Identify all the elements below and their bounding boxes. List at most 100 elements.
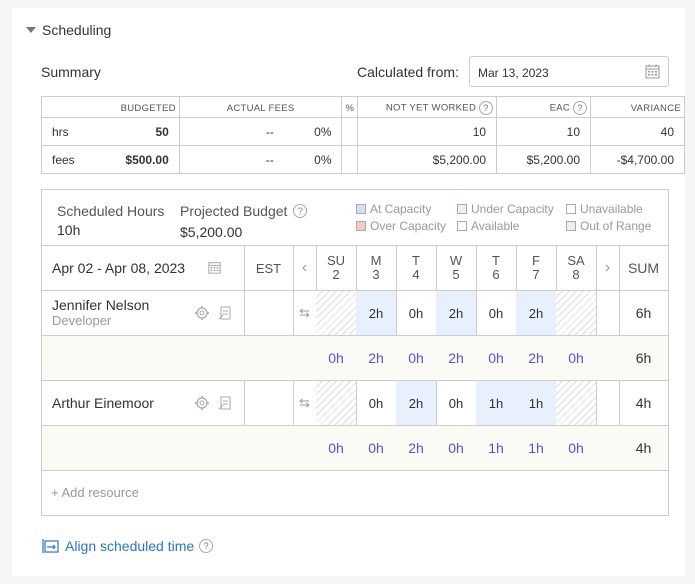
legend-label: Over Capacity: [370, 219, 447, 233]
next-week-chevron-icon[interactable]: ›: [604, 259, 611, 276]
divider: [596, 291, 597, 335]
day-of-week: M: [370, 253, 382, 268]
legend-label: Available: [471, 219, 520, 233]
eac-header: EAC: [549, 102, 571, 114]
timesheet-icon[interactable]: [218, 395, 234, 411]
hour-cell[interactable]: [316, 381, 356, 425]
divider: [244, 246, 245, 290]
calculated-from-label: Calculated from:: [357, 64, 459, 80]
date-input-value: Mar 13, 2023: [478, 66, 549, 80]
swatch: [566, 221, 576, 231]
help-icon[interactable]: ?: [199, 539, 214, 553]
legend-label: Under Capacity: [471, 202, 554, 216]
hour-cell[interactable]: 1h: [516, 381, 556, 425]
swatch: [566, 204, 576, 214]
divider: [476, 246, 477, 290]
table-row: hrs 50 -- 0% 10 10 40: [41, 117, 685, 146]
col-percent: %: [341, 96, 359, 118]
summary-label: Summary: [41, 64, 101, 80]
divider: [619, 291, 620, 335]
day-of-week: SA: [567, 253, 585, 268]
projected-budget-value: $5,200.00: [180, 224, 243, 240]
hour-cell[interactable]: 1h: [476, 381, 516, 425]
budgeted-value: $500.00: [125, 153, 169, 167]
totals-sum: 6h: [635, 350, 652, 366]
day-of-week: F: [532, 253, 540, 268]
row-label-cell: fees $500.00: [41, 145, 180, 174]
timezone-label: EST: [255, 260, 282, 276]
sum-header: SUM: [627, 260, 660, 276]
day-of-week: W: [449, 253, 463, 268]
calculated-from-date-input[interactable]: Mar 13, 2023: [469, 56, 669, 87]
total-cell: 0h: [368, 440, 384, 456]
divider: [556, 246, 557, 290]
hour-cell[interactable]: 0h: [448, 395, 464, 411]
total-cell: 2h: [448, 350, 464, 366]
total-cell: 0h: [488, 350, 504, 366]
divider: [436, 246, 437, 290]
swap-arrows-icon[interactable]: ⇆: [299, 395, 310, 410]
legend-available: Available: [457, 219, 519, 233]
hour-cell[interactable]: 0h: [408, 305, 424, 321]
swap-arrows-icon[interactable]: ⇆: [299, 305, 310, 320]
total-cell: 2h: [528, 350, 544, 366]
resource-row: Jennifer Nelson Developer ⇆ 2h 0h 2h 0h 2h 6…: [42, 290, 668, 335]
total-cell: 0h: [328, 440, 344, 456]
hour-cell[interactable]: 2h: [356, 291, 396, 335]
day-number: 5: [452, 267, 460, 282]
not-yet-worked-header: NOT YET WORKED: [385, 102, 477, 114]
add-resource-button[interactable]: + Add resource: [51, 485, 139, 500]
day-number: 3: [372, 267, 380, 282]
calendar-icon[interactable]: [208, 261, 221, 274]
resource-name-cell[interactable]: Arthur Einemoor: [42, 381, 244, 425]
divider: [596, 246, 597, 290]
date-range-label: Apr 02 - Apr 08, 2023: [52, 260, 186, 276]
legend-label: At Capacity: [370, 202, 432, 216]
total-cell: 0h: [568, 440, 584, 456]
prev-week-chevron-icon[interactable]: ‹: [301, 259, 308, 276]
gear-icon[interactable]: [194, 305, 210, 321]
date-range-picker[interactable]: Apr 02 - Apr 08, 2023: [42, 246, 244, 290]
resource-role: Developer: [52, 313, 112, 328]
resource-sum: 6h: [635, 305, 652, 321]
hour-cell[interactable]: 2h: [516, 291, 556, 335]
collapse-caret-icon: [26, 27, 36, 33]
hour-cell[interactable]: 0h: [488, 305, 504, 321]
hour-cell[interactable]: [556, 291, 596, 335]
calendar-icon[interactable]: [645, 64, 660, 79]
variance-value: -$4,700.00: [590, 145, 685, 174]
budgeted-value: 50: [155, 125, 169, 139]
hour-cell[interactable]: 2h: [396, 381, 436, 425]
day-header: SU 2: [316, 246, 356, 290]
col-actual-fees: ACTUAL FEES: [178, 96, 343, 118]
help-icon[interactable]: ?: [573, 101, 587, 115]
hour-cell[interactable]: 2h: [436, 291, 476, 335]
help-icon[interactable]: ?: [293, 204, 308, 218]
resource-name-cell[interactable]: Jennifer Nelson Developer: [42, 291, 244, 335]
eac-value: $5,200.00: [496, 145, 591, 174]
help-icon[interactable]: ?: [479, 101, 494, 115]
spacer-cell: [341, 117, 359, 146]
gear-icon[interactable]: [194, 395, 210, 411]
legend-label: Unavailable: [580, 202, 643, 216]
scheduling-section-toggle[interactable]: Scheduling: [26, 22, 111, 38]
divider: [244, 291, 245, 335]
scheduling-panel: Scheduling Summary Calculated from: Mar …: [12, 8, 685, 576]
timesheet-icon[interactable]: [218, 305, 234, 321]
grid-header-row: Apr 02 - Apr 08, 2023 EST ‹ SU 2 M 3 T 4 W 5 T 6 F…: [42, 245, 668, 290]
total-cell: 0h: [448, 440, 464, 456]
align-scheduled-time-label: Align scheduled time: [65, 538, 195, 554]
row-label: fees: [52, 153, 75, 167]
hour-cell[interactable]: [316, 291, 356, 335]
divider: [516, 246, 517, 290]
align-scheduled-time-link[interactable]: Align scheduled time ?: [42, 538, 214, 554]
legend-under-capacity: Under Capacity: [457, 202, 554, 216]
eac-value: 10: [496, 117, 591, 146]
hour-cell[interactable]: 0h: [368, 395, 384, 411]
variance-value: 40: [590, 117, 685, 146]
hour-cell[interactable]: [556, 381, 596, 425]
resource-sum: 4h: [635, 395, 652, 411]
